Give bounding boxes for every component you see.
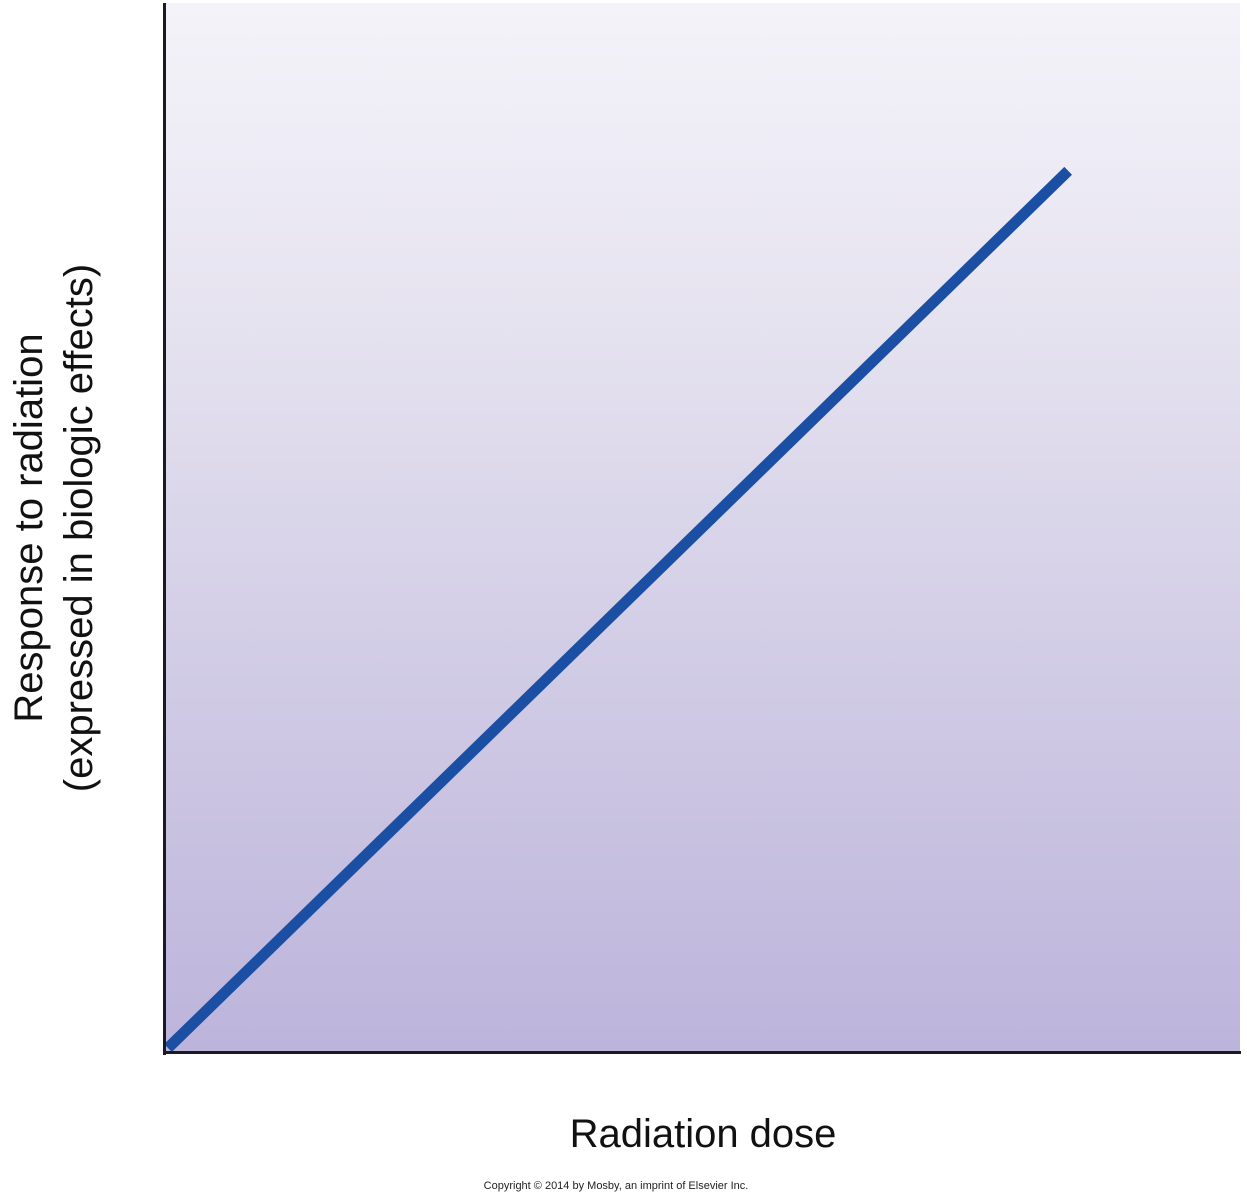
copyright-notice: Copyright © 2014 by Mosby, an imprint of… [483,1180,749,1192]
y-axis-label-line1: Response to radiation [7,333,51,723]
x-axis-label: Radiation dose [569,1112,837,1156]
y-axis-label-line2: (expressed in biologic effects) [57,263,101,793]
y-axis [163,3,166,1055]
x-axis [163,1051,1241,1054]
dose-response-line [164,166,1072,1052]
